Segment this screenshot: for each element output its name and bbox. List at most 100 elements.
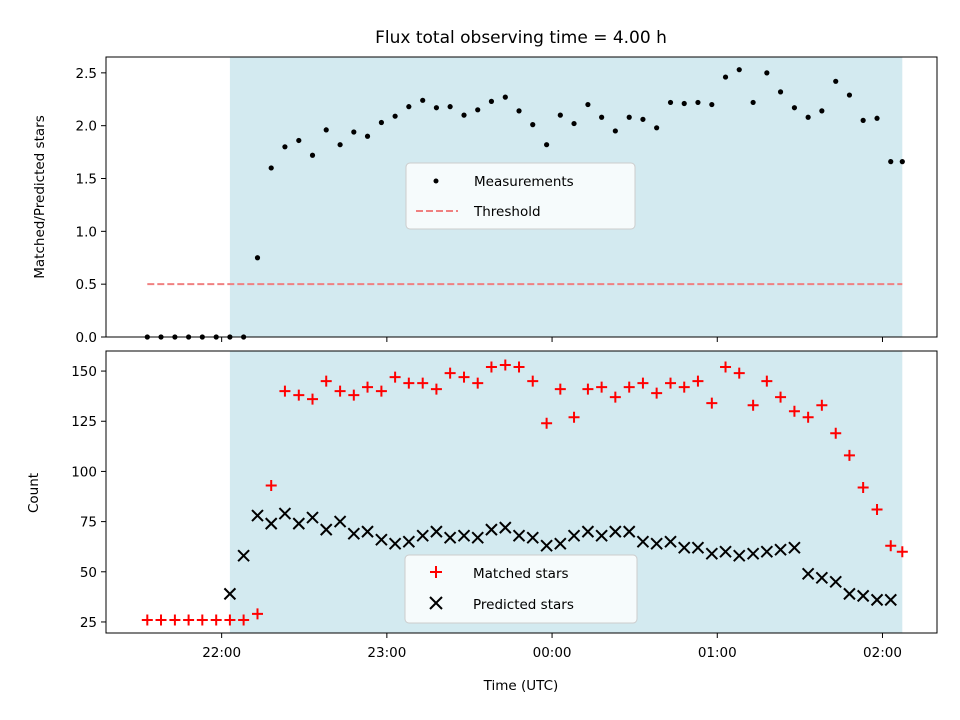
y-tick-label: 150 — [71, 364, 97, 380]
legend-threshold-label: Threshold — [473, 204, 541, 220]
matched-star-point — [293, 389, 305, 401]
y-tick-label: 25 — [80, 615, 97, 631]
measurement-point — [599, 114, 605, 120]
predicted-star-point — [609, 525, 622, 538]
measurement-point — [351, 129, 357, 135]
measurement-point — [296, 137, 302, 144]
matched-star-point — [830, 427, 842, 439]
predicted-star-point — [430, 525, 443, 538]
x-tick-label: 22:00 — [202, 645, 241, 661]
predicted-star-point — [251, 509, 264, 522]
y-tick-label: 1.5 — [76, 172, 97, 188]
matched-star-point — [155, 614, 167, 626]
predicted-star-point — [485, 523, 498, 536]
top-y-axis-label: Matched/Predicted stars — [32, 115, 48, 278]
measurement-point — [764, 70, 770, 76]
measurement-point — [530, 122, 536, 128]
predicted-star-point — [223, 587, 237, 601]
predicted-star-point — [540, 539, 553, 552]
y-tick-label: 100 — [71, 464, 97, 480]
measurement-point — [736, 67, 742, 73]
measurement-point — [268, 165, 274, 171]
predicted-star-point — [554, 537, 567, 550]
chart-title: Flux total observing time = 4.00 h — [375, 28, 667, 48]
predicted-star-point — [265, 517, 278, 530]
matched-star-point — [596, 381, 608, 393]
matched-star-point — [444, 367, 456, 379]
y-tick-label: 50 — [80, 565, 97, 581]
measurement-point — [681, 100, 687, 107]
measurement-point — [516, 108, 522, 114]
measurement-point — [654, 125, 660, 131]
matched-star-point — [582, 383, 594, 395]
matched-star-point — [857, 481, 869, 493]
predicted-star-point — [650, 537, 663, 550]
top-x-ticks — [221, 337, 883, 342]
measurement-point — [899, 159, 905, 165]
measurement-point — [777, 89, 784, 95]
predicted-star-point — [278, 507, 292, 520]
matched-star-point — [692, 375, 704, 387]
predicted-star-point — [774, 543, 787, 556]
predicted-star-point — [443, 531, 457, 544]
measurement-point — [750, 99, 756, 106]
measurement-point — [323, 127, 329, 133]
matched-star-point — [816, 399, 828, 411]
measurement-point — [833, 78, 839, 84]
predicted-star-point — [595, 529, 608, 542]
matched-star-point — [733, 367, 745, 379]
matched-star-point — [196, 614, 208, 626]
matched-star-point — [238, 614, 250, 626]
matched-star-point — [513, 361, 525, 373]
predicted-star-point — [815, 571, 829, 585]
bottom-axes-frame — [105, 350, 938, 634]
matched-star-point — [320, 375, 332, 387]
measurement-point — [378, 119, 385, 126]
x-tick-label: 00:00 — [533, 645, 572, 661]
x-tick-label: 23:00 — [367, 645, 406, 661]
matched-star-point — [651, 387, 663, 399]
predicted-star-point — [856, 589, 870, 603]
predicted-star-point — [388, 537, 402, 550]
predicted-star-point — [237, 549, 250, 562]
y-tick-label: 0.5 — [76, 277, 97, 293]
matched-star-point — [279, 385, 291, 397]
measurement-point — [612, 128, 618, 134]
matched-star-point — [665, 377, 677, 389]
matched-star-point — [499, 359, 511, 371]
matched-star-point — [169, 614, 181, 626]
measurement-point — [860, 117, 866, 123]
measurement-point — [695, 99, 701, 106]
legend-matched-marker — [430, 566, 442, 578]
matched-star-point — [417, 377, 429, 389]
matched-star-point — [609, 391, 621, 403]
measurement-point — [640, 116, 646, 122]
matched-star-point — [554, 383, 566, 395]
bottom-y-axis-label: Count — [26, 473, 42, 513]
top-axes-frame — [105, 56, 938, 338]
measurement-point — [846, 92, 853, 98]
predicted-star-point — [678, 541, 691, 554]
bottom-y-ticks: 25 50 75 100 125 150 — [71, 364, 106, 631]
measurement-point — [557, 112, 563, 118]
measurement-point — [709, 101, 715, 108]
predicted-star-point — [719, 545, 732, 558]
matched-star-point — [389, 371, 401, 383]
matched-star-point — [720, 361, 732, 373]
matched-star-point — [885, 540, 897, 552]
measurement-point — [888, 159, 894, 165]
measurement-point — [585, 101, 591, 108]
matched-star-point — [568, 411, 580, 423]
measurement-point — [502, 94, 508, 100]
top-y-ticks: 0.0 0.5 1.0 1.5 2.0 2.5 — [76, 66, 106, 346]
predicted-star-point — [623, 525, 636, 538]
measurement-point — [819, 108, 825, 114]
bottom-x-ticks: 22:00 23:00 00:00 01:00 02:00 — [202, 633, 902, 661]
predicted-star-point — [306, 511, 319, 524]
matched-star-point — [775, 391, 787, 403]
measurement-point — [406, 104, 412, 110]
legend-matched-label: Matched stars — [473, 566, 569, 582]
predicted-star-point — [843, 587, 856, 601]
y-tick-label: 0.0 — [76, 330, 97, 346]
matched-star-point — [485, 361, 497, 373]
